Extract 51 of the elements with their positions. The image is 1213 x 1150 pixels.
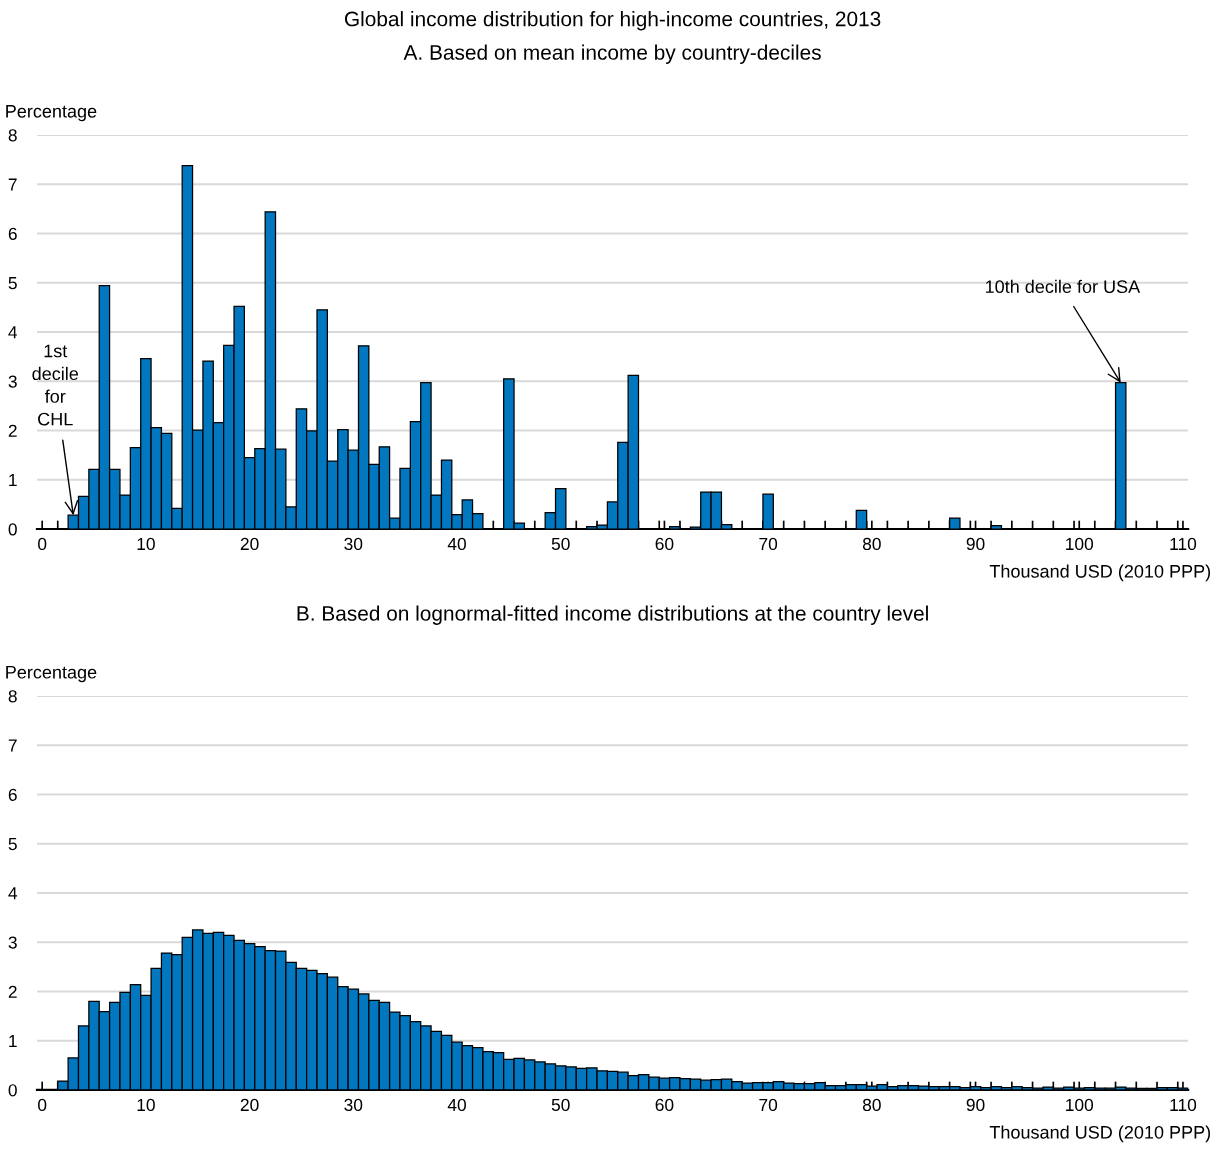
y-tick-label: 7 — [8, 178, 17, 191]
y-tick-label: 8 — [8, 129, 17, 142]
x-tick-label: 70 — [759, 1098, 778, 1112]
y-tick-label: 3 — [8, 375, 17, 388]
x-tick-label: 40 — [447, 537, 466, 551]
x-tick-label: 0 — [38, 537, 47, 551]
x-tick-label: 80 — [862, 1098, 881, 1112]
x-tick-label: 90 — [966, 537, 985, 551]
y-tick-label: 4 — [8, 326, 18, 339]
x-tick-label: 60 — [655, 1098, 674, 1112]
y-tick-label: 6 — [8, 788, 17, 801]
y-tick-label: 1 — [9, 474, 17, 487]
x-tick-label: 20 — [240, 1098, 259, 1112]
x-tick-label: 110 — [1170, 537, 1197, 551]
x-tick-label: 40 — [447, 1098, 466, 1112]
x-tick-label: 70 — [759, 537, 778, 551]
y-tick-label: 3 — [8, 936, 17, 949]
y-axis-title: Percentage — [6, 105, 97, 122]
y-tick-label: 2 — [8, 424, 17, 437]
y-axis-title: Percentage — [6, 666, 97, 683]
x-tick-label: 20 — [240, 537, 259, 551]
x-tick-label: 0 — [38, 1098, 47, 1112]
y-tick-label: 4 — [8, 887, 18, 900]
y-tick-label: 1 — [9, 1035, 17, 1048]
y-tick-label: 2 — [8, 985, 17, 998]
y-tick-label: 5 — [8, 838, 17, 851]
x-tick-label: 10 — [137, 1098, 155, 1112]
chart-subtitle: A. Based on mean income by country-deciles — [403, 44, 821, 64]
x-tick-label: 110 — [1170, 1098, 1197, 1112]
y-tick-label: 0 — [8, 1084, 17, 1097]
x-tick-label: 30 — [344, 1098, 363, 1112]
annotation: 1st decile for CHL — [32, 344, 79, 426]
x-tick-label: 10 — [137, 537, 155, 551]
y-tick-label: 8 — [8, 690, 17, 703]
x-tick-label: 100 — [1066, 1098, 1094, 1112]
chart-title: B. Based on lognormal-fitted income distributions at the country level — [297, 605, 928, 625]
chart-title: Global income distribution for high-income countries, 2013 — [344, 11, 881, 31]
y-tick-label: 5 — [8, 277, 17, 290]
x-tick-label: 50 — [551, 537, 570, 551]
x-tick-label: 90 — [966, 1098, 985, 1112]
annotation: 10th decile for USA — [985, 279, 1141, 294]
x-tick-label: 80 — [862, 537, 881, 551]
y-tick-label: 6 — [8, 227, 17, 240]
x-tick-label: 60 — [655, 537, 674, 551]
y-tick-label: 0 — [8, 523, 17, 536]
x-tick-label: 100 — [1066, 537, 1094, 551]
x-tick-label: 50 — [551, 1098, 570, 1112]
x-tick-label: 30 — [344, 537, 363, 551]
x-axis-title: Thousand USD (2010 PPP) — [989, 564, 1211, 582]
x-axis-title: Thousand USD (2010 PPP) — [989, 1125, 1211, 1143]
y-tick-label: 7 — [8, 739, 17, 752]
